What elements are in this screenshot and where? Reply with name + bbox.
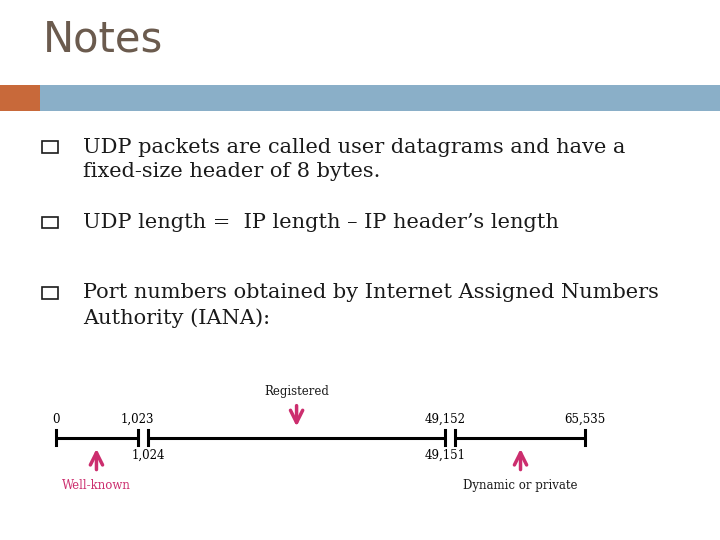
Text: UDP length =  IP length – IP header’s length: UDP length = IP length – IP header’s len…: [83, 213, 559, 232]
Text: 49,151: 49,151: [424, 449, 465, 462]
Text: 0: 0: [52, 413, 60, 426]
Text: UDP packets are called user datagrams and have a
fixed-size header of 8 bytes.: UDP packets are called user datagrams an…: [83, 138, 625, 181]
Text: Port numbers obtained by Internet Assigned Numbers
Authority (IANA):: Port numbers obtained by Internet Assign…: [83, 284, 659, 328]
Text: 65,535: 65,535: [564, 413, 606, 426]
Text: Notes: Notes: [43, 19, 163, 61]
Bar: [0, 85, 40, 111]
Text: Registered: Registered: [264, 385, 329, 398]
Bar: [0, 85, 720, 111]
Text: 1,023: 1,023: [121, 413, 155, 426]
Text: 49,152: 49,152: [424, 413, 465, 426]
Text: 1,024: 1,024: [132, 449, 165, 462]
Text: Well-known: Well-known: [62, 479, 131, 492]
Text: Dynamic or private: Dynamic or private: [463, 479, 577, 492]
